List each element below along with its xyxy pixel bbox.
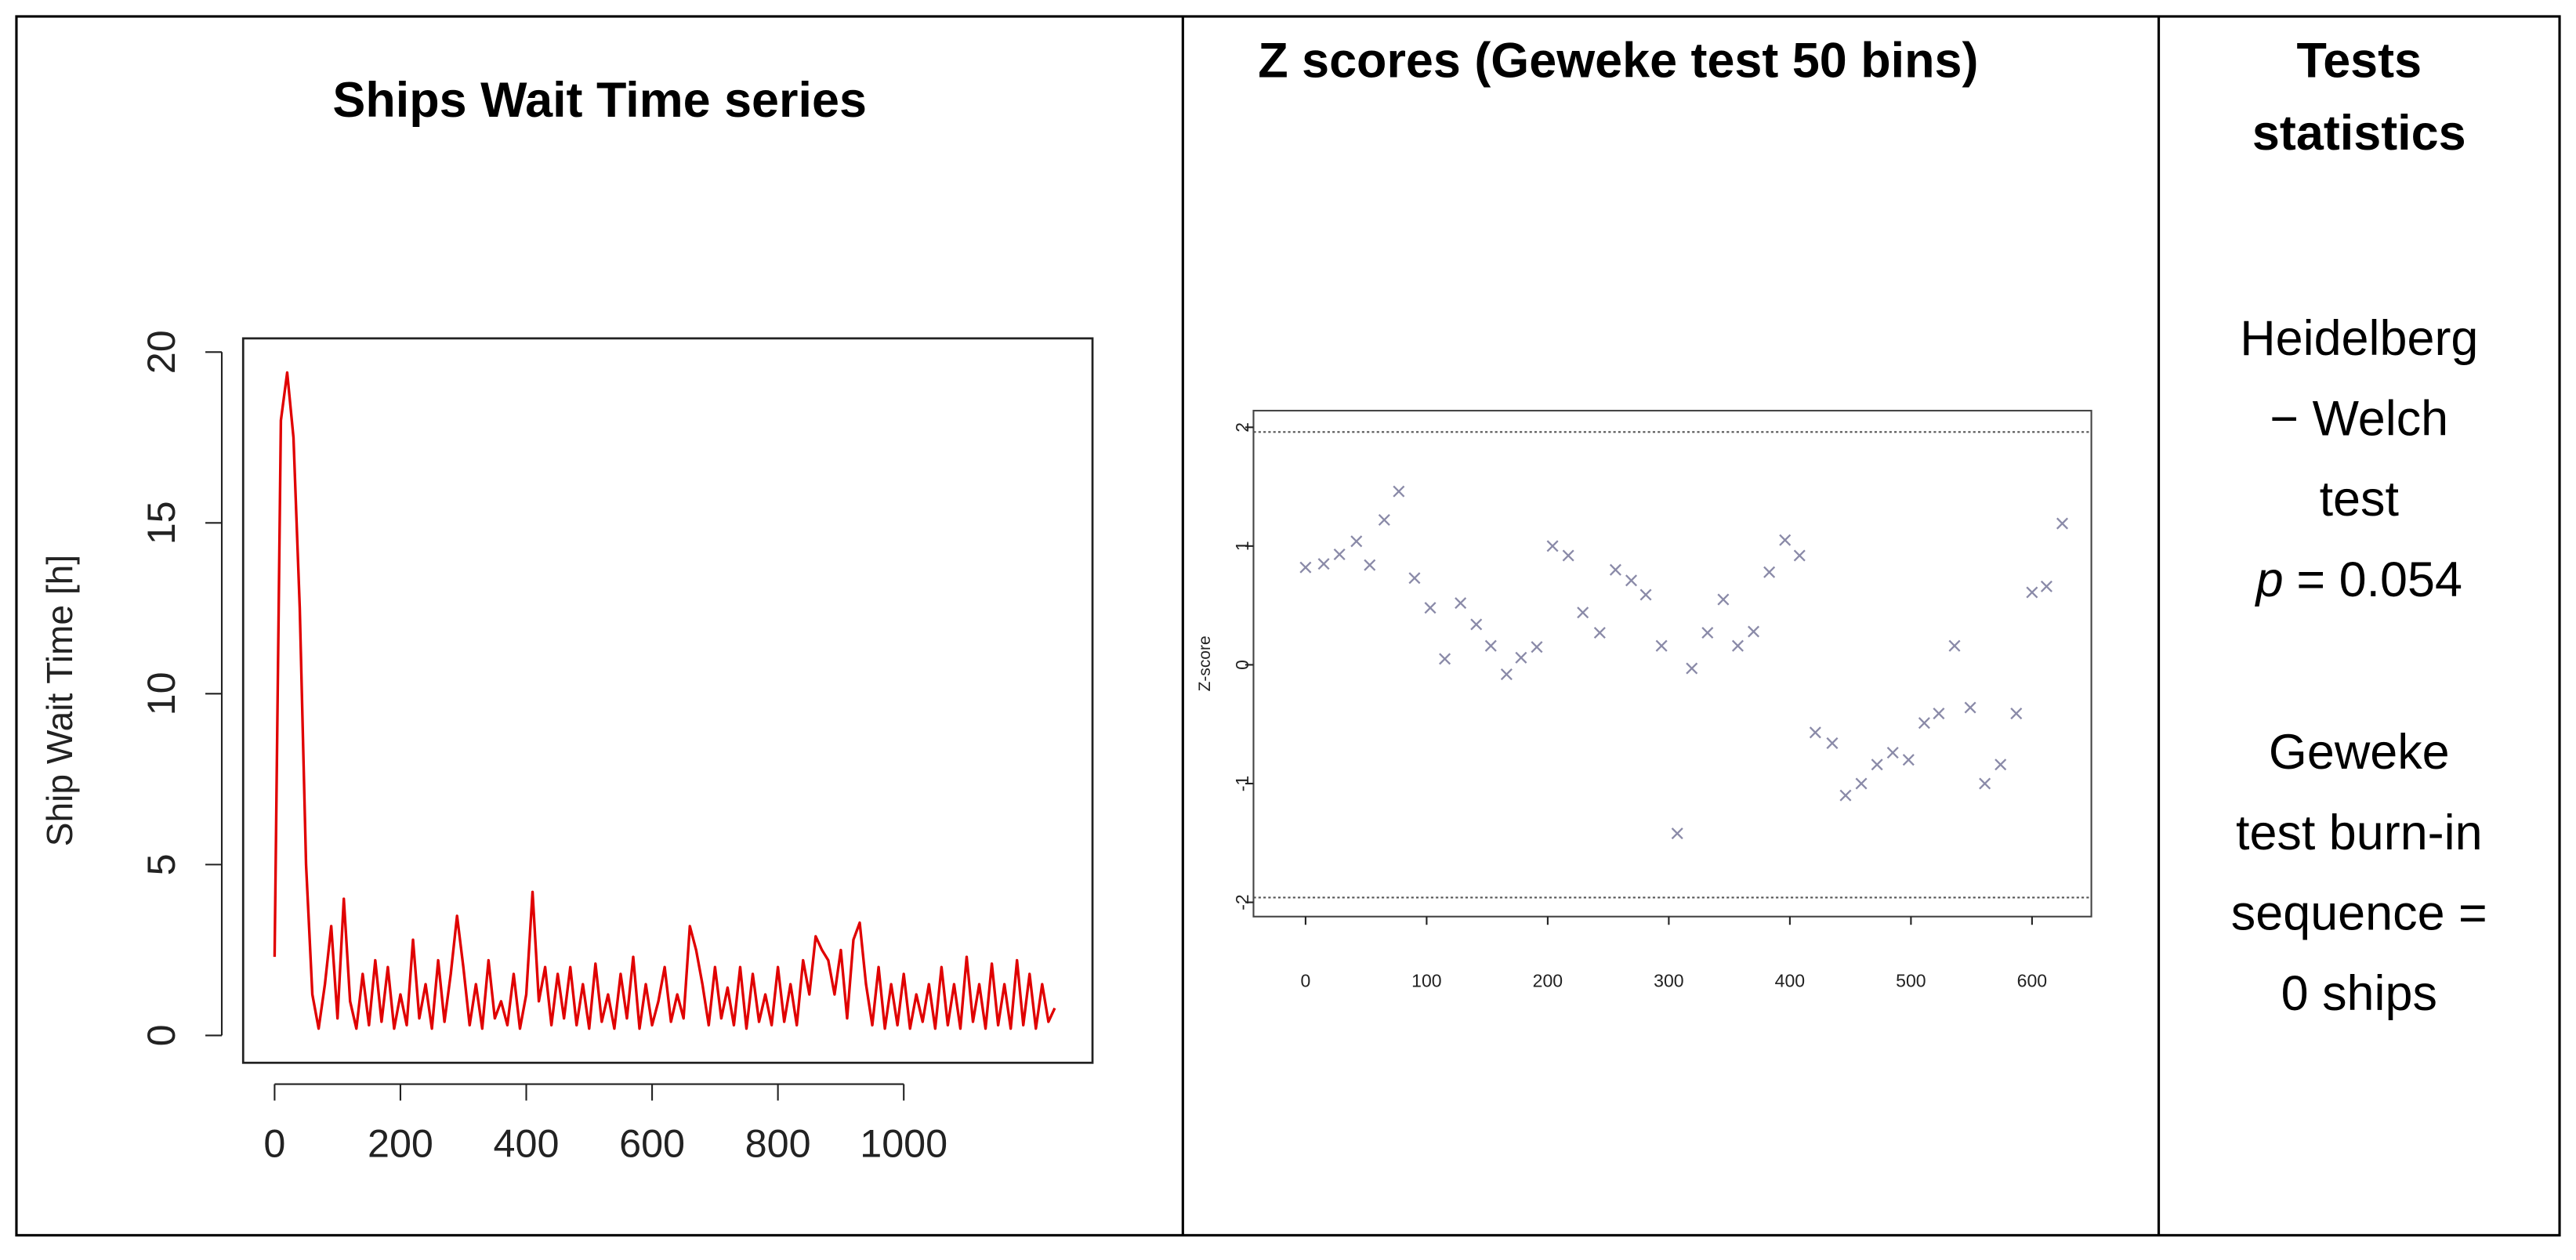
x-tick-label: 800 — [745, 1121, 811, 1166]
x-marker — [1964, 701, 1976, 714]
x-marker — [1317, 558, 1330, 570]
text-line: 0 ships — [2281, 967, 2437, 1022]
x-marker — [1918, 717, 1930, 730]
x-marker — [1364, 559, 1376, 571]
x-marker — [1639, 588, 1652, 601]
x-marker — [1470, 618, 1483, 631]
y-tick-label: 10 — [139, 672, 183, 715]
y-axis-title: Z-score — [1196, 635, 1214, 691]
x-marker — [1333, 548, 1346, 560]
x-tick-label: 600 — [2017, 971, 2047, 991]
x-tick-label: 1000 — [860, 1121, 947, 1166]
x-marker — [1717, 593, 1730, 606]
x-marker — [1839, 789, 1852, 802]
y-axis-title: Ship Wait Time [h] — [39, 555, 80, 846]
x-marker — [1902, 754, 1915, 766]
data-line — [273, 371, 1056, 1030]
x-marker — [1886, 747, 1899, 759]
geweke-text: Geweke test burn-in sequence = 0 ships — [2162, 713, 2556, 1035]
x-marker — [1763, 566, 1776, 578]
chart-title: Ships Wait Time series — [332, 74, 867, 129]
x-marker — [1500, 668, 1513, 681]
x-marker — [1748, 625, 1760, 638]
x-marker — [1562, 549, 1574, 562]
chart-title: Z scores (Geweke test 50 bins) — [1258, 34, 1979, 89]
text-line: Heidelberg — [2240, 312, 2479, 367]
x-marker — [1871, 759, 1883, 771]
x-marker — [1577, 606, 1589, 619]
x-tick-label: 600 — [619, 1121, 685, 1166]
p-value-line: p = 0.054 — [2162, 541, 2556, 621]
text-line: Geweke — [2268, 726, 2450, 780]
x-tick-label: 0 — [1300, 971, 1310, 991]
y-tick-label: 15 — [139, 501, 183, 545]
x-marker — [1793, 549, 1806, 562]
x-marker — [1731, 639, 1744, 652]
x-marker — [1979, 777, 1991, 790]
x-marker — [1855, 777, 1868, 790]
x-marker — [1484, 639, 1497, 652]
y-tick-label: 0 — [139, 1024, 183, 1046]
text-line: test — [2319, 472, 2399, 527]
x-marker — [1625, 574, 1638, 587]
table-border — [15, 15, 2561, 1236]
x-marker — [1994, 759, 2007, 771]
x-marker — [1593, 626, 1606, 639]
y-tick-label: 1 — [1232, 541, 1252, 551]
x-tick-label: 100 — [1411, 971, 1441, 991]
x-marker — [1350, 535, 1363, 548]
column-title: Tests statistics — [2252, 34, 2466, 161]
x-marker — [1378, 513, 1390, 527]
x-marker — [1779, 534, 1792, 546]
x-marker — [1439, 653, 1451, 665]
y-tick-label: -1 — [1232, 776, 1252, 791]
x-marker — [2056, 517, 2069, 530]
y-tick-label: -2 — [1232, 894, 1252, 911]
y-tick-label: 5 — [139, 853, 183, 875]
stat-symbol: p — [2255, 553, 2284, 608]
x-marker — [1515, 651, 1527, 664]
y-tick-label: 2 — [1232, 422, 1252, 433]
x-marker — [1671, 827, 1683, 840]
x-tick-label: 400 — [494, 1121, 560, 1166]
heidelberg-welch-text: Heidelberg − Welch test p = 0.054 — [2162, 299, 2556, 621]
x-marker — [1948, 639, 1961, 652]
y-tick-label: 0 — [1232, 660, 1252, 670]
x-marker — [2010, 708, 2023, 720]
x-tick-label: 200 — [1533, 971, 1563, 991]
x-marker — [1424, 602, 1437, 614]
x-tick-label: 200 — [368, 1121, 433, 1166]
x-marker — [1455, 597, 1467, 610]
x-marker — [1531, 641, 1543, 654]
x-marker — [1408, 572, 1421, 585]
plot-box — [1252, 410, 2092, 918]
x-tick-label: 400 — [1775, 971, 1805, 991]
text-line: sequence = — [2230, 887, 2487, 942]
x-marker — [1546, 540, 1559, 552]
stat-text: = 0.054 — [2296, 553, 2462, 608]
x-tick-label: 300 — [1654, 971, 1683, 991]
x-marker — [1609, 563, 1621, 576]
y-tick-label: 20 — [139, 330, 183, 374]
x-marker — [1826, 737, 1839, 749]
x-marker — [1393, 485, 1405, 498]
x-marker — [1299, 561, 1312, 574]
x-marker — [1701, 626, 1714, 639]
x-marker — [1686, 662, 1698, 675]
text-line: test burn-in — [2235, 806, 2483, 861]
x-marker — [1933, 708, 1945, 720]
plot-box — [241, 337, 1094, 1064]
x-tick-label: 0 — [263, 1121, 285, 1166]
x-marker — [1809, 726, 1821, 739]
x-marker — [2026, 586, 2038, 599]
text-line: − Welch — [2270, 393, 2449, 447]
x-tick-label: 500 — [1896, 971, 1926, 991]
x-marker — [2040, 580, 2052, 592]
x-marker — [1655, 639, 1668, 652]
